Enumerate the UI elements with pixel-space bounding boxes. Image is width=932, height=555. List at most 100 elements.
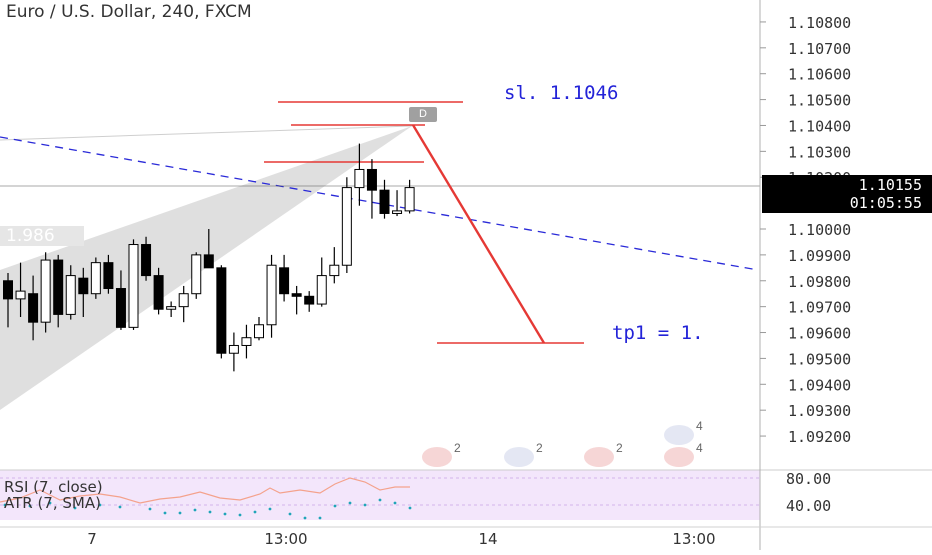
price-tick-label: 1.10800 <box>788 14 851 32</box>
candle-up[interactable] <box>191 254 202 295</box>
chart-title: Euro / U.S. Dollar, 240, FXCM <box>6 2 252 22</box>
atr-dot <box>3 503 7 507</box>
time-axis-ticks: 7 13:00 14 13:00 <box>87 530 715 548</box>
event-count: 2 <box>536 441 543 455</box>
rsi-indicator-label[interactable]: RSI (7, close) <box>4 478 103 496</box>
atr-dot <box>98 503 102 507</box>
candle-down[interactable] <box>203 254 214 269</box>
atr-indicator-label[interactable]: ATR (7, SMA) <box>4 494 101 512</box>
candle-down[interactable] <box>53 259 64 315</box>
price-tick-label: 1.09700 <box>788 299 851 317</box>
candles-group <box>3 143 415 372</box>
trend-line-dashed[interactable] <box>0 136 759 271</box>
projection-line[interactable] <box>411 124 546 344</box>
pattern-upper-edge <box>0 125 413 141</box>
event-cookie-2[interactable]: 2 <box>570 441 642 467</box>
candle-up[interactable] <box>15 290 26 300</box>
atr-dots-group <box>3 498 412 520</box>
candle-up[interactable] <box>65 275 76 315</box>
atr-dot <box>238 513 242 517</box>
atr-dot <box>208 510 212 514</box>
price-tick-label: 1.10600 <box>788 66 851 84</box>
candle-up[interactable] <box>354 168 365 189</box>
candle-down[interactable] <box>153 275 164 310</box>
last-price-badge: 1.10155 <box>762 175 932 195</box>
indicator-pane-background <box>0 470 760 520</box>
candle-up[interactable] <box>228 344 239 354</box>
flag-icon <box>422 447 452 467</box>
candle-down[interactable] <box>78 277 89 295</box>
candle-up[interactable] <box>266 264 277 326</box>
event-count: 4 <box>696 419 703 433</box>
candle-up[interactable] <box>178 293 189 308</box>
event-cookie-1[interactable]: 2 <box>490 441 562 467</box>
price-tick-label: 1.09300 <box>788 402 851 420</box>
atr-dot <box>28 504 32 508</box>
price-tick-label: 1.09900 <box>788 247 851 265</box>
time-tick-label: 7 <box>87 530 97 548</box>
candle-up[interactable] <box>241 337 252 346</box>
atr-dot <box>408 506 412 510</box>
candle-down[interactable] <box>216 267 227 354</box>
cookie-icon <box>664 425 694 445</box>
indicator-tick-80: 80.00 <box>786 470 831 488</box>
atr-dot <box>348 501 352 505</box>
candle-up[interactable] <box>341 187 352 266</box>
price-tick-label: 1.09500 <box>788 350 851 368</box>
candle-down[interactable] <box>304 295 315 305</box>
atr-dot <box>163 511 167 515</box>
atr-dot <box>363 503 367 507</box>
candle-down[interactable] <box>279 267 290 295</box>
stop-loss-annotation[interactable]: sl. 1.1046 <box>504 82 619 104</box>
event-count: 4 <box>696 441 703 455</box>
candle-up[interactable] <box>329 264 340 277</box>
candle-down[interactable] <box>379 189 390 214</box>
candle-down[interactable] <box>103 262 114 290</box>
atr-dot <box>318 516 322 520</box>
event-cookie-3[interactable]: 4 <box>650 419 722 445</box>
time-tick-label: 14 <box>478 530 497 548</box>
candle-up[interactable] <box>166 306 177 310</box>
candle-up[interactable] <box>404 187 415 212</box>
atr-dot <box>193 508 197 512</box>
candle-down[interactable] <box>115 288 126 328</box>
atr-dot <box>118 505 122 509</box>
atr-dot <box>333 504 337 508</box>
atr-dot <box>178 511 182 515</box>
candle-up[interactable] <box>254 324 264 339</box>
time-tick-label: 13:00 <box>264 530 307 548</box>
atr-dot <box>288 512 292 516</box>
atr-dot <box>393 501 397 505</box>
candle-up[interactable] <box>316 275 327 305</box>
time-tick-label: 13:00 <box>672 530 715 548</box>
candle-down[interactable] <box>366 168 377 191</box>
candle-down[interactable] <box>141 244 152 277</box>
price-tick-label: 1.10300 <box>788 143 851 161</box>
price-tick-label: 1.10000 <box>788 221 851 239</box>
cookie-icon <box>504 447 534 467</box>
candle-down[interactable] <box>28 293 39 323</box>
atr-dot <box>48 501 52 505</box>
rsi-line <box>0 477 410 504</box>
price-tick-label: 1.10400 <box>788 117 851 135</box>
pattern-ratio-label: 1.986 <box>0 226 84 246</box>
event-flag-2[interactable]: 4 <box>650 441 722 467</box>
price-tick-label: 1.10700 <box>788 40 851 58</box>
candle-up[interactable] <box>40 259 51 323</box>
atr-dot <box>148 507 152 511</box>
candle-down[interactable] <box>291 293 302 297</box>
candle-up[interactable] <box>128 244 139 328</box>
price-tick-label: 1.10500 <box>788 92 851 110</box>
price-tick-label: 1.09200 <box>788 428 851 446</box>
countdown-badge: 01:05:55 <box>762 193 932 213</box>
point-d-badge[interactable]: D <box>409 107 437 122</box>
atr-dot <box>268 507 272 511</box>
event-flag-1[interactable]: 2 <box>408 441 480 467</box>
candle-down[interactable] <box>3 280 13 300</box>
candle-up[interactable] <box>90 262 101 295</box>
take-profit-annotation[interactable]: tp1 = 1. <box>612 322 704 344</box>
atr-dot <box>303 516 307 520</box>
candle-up[interactable] <box>392 210 403 214</box>
